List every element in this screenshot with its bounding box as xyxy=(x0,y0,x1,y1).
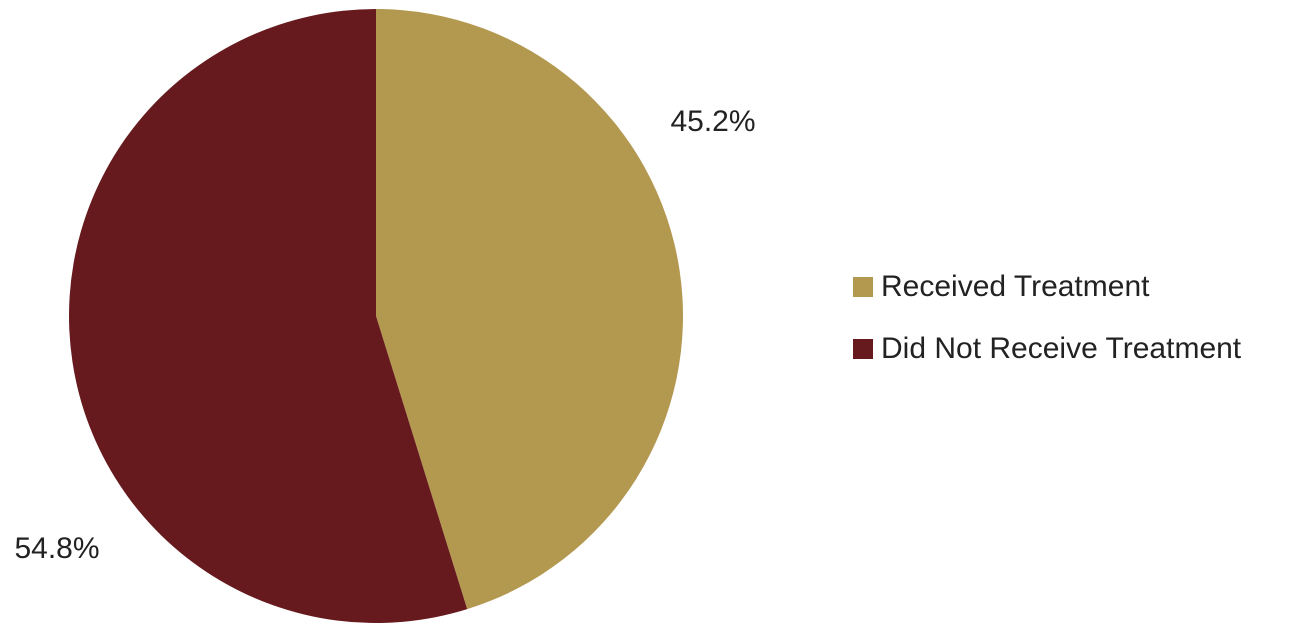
legend-swatch-received-treatment xyxy=(853,277,873,297)
pie-labels: 45.2% 54.8% xyxy=(14,105,755,565)
legend-label-did-not-receive-treatment: Did Not Receive Treatment xyxy=(881,332,1242,365)
pie-slice-received-treatment xyxy=(376,9,683,610)
pie-slice-did-not-receive-treatment xyxy=(68,9,468,623)
pie-slices xyxy=(68,9,683,623)
legend-item-did-not-receive-treatment: Did Not Receive Treatment xyxy=(853,328,1241,370)
chart-legend: Received Treatment Did Not Receive Treat… xyxy=(853,266,1241,390)
slice-value-label-did-not-receive-treatment: 54.8% xyxy=(14,532,99,565)
slice-value-label-received-treatment: 45.2% xyxy=(670,105,755,138)
legend-swatch-did-not-receive-treatment xyxy=(853,339,873,359)
legend-label-received-treatment: Received Treatment xyxy=(881,270,1150,303)
legend-item-received-treatment: Received Treatment xyxy=(853,266,1241,308)
